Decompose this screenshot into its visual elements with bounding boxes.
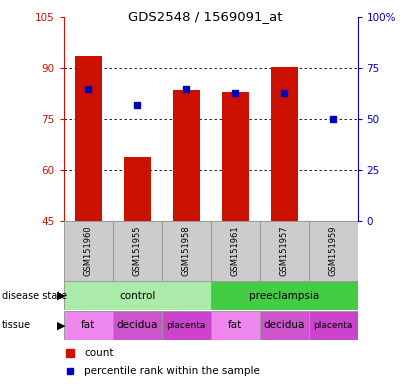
- Bar: [64, 221, 113, 281]
- Text: decidua: decidua: [116, 320, 158, 331]
- Text: GSM151957: GSM151957: [279, 226, 289, 276]
- Text: placenta: placenta: [166, 321, 206, 330]
- Text: GSM151955: GSM151955: [133, 226, 142, 276]
- Bar: [113, 221, 162, 281]
- Bar: [113, 311, 162, 340]
- Bar: [75, 56, 102, 221]
- Bar: [162, 221, 211, 281]
- Text: disease state: disease state: [2, 291, 67, 301]
- Bar: [309, 311, 358, 340]
- Text: GDS2548 / 1569091_at: GDS2548 / 1569091_at: [128, 10, 283, 23]
- Text: ▶: ▶: [57, 320, 65, 331]
- Text: percentile rank within the sample: percentile rank within the sample: [84, 366, 260, 376]
- Bar: [210, 281, 358, 310]
- Bar: [210, 311, 260, 340]
- Bar: [320, 220, 346, 221]
- Bar: [162, 311, 211, 340]
- Bar: [309, 221, 358, 281]
- Text: placenta: placenta: [314, 321, 353, 330]
- Text: preeclampsia: preeclampsia: [249, 291, 319, 301]
- Text: GSM151959: GSM151959: [328, 226, 337, 276]
- Bar: [270, 66, 298, 221]
- Bar: [222, 92, 249, 221]
- Text: GSM151958: GSM151958: [182, 226, 191, 276]
- Bar: [260, 311, 309, 340]
- Bar: [64, 281, 210, 310]
- Bar: [124, 157, 151, 221]
- Bar: [173, 90, 200, 221]
- Text: count: count: [84, 348, 114, 358]
- Bar: [210, 221, 260, 281]
- Text: GSM151960: GSM151960: [84, 226, 93, 276]
- Bar: [260, 221, 309, 281]
- Text: fat: fat: [228, 320, 242, 331]
- Text: fat: fat: [81, 320, 95, 331]
- Text: GSM151961: GSM151961: [231, 226, 240, 276]
- Text: decidua: decidua: [263, 320, 305, 331]
- Bar: [64, 311, 113, 340]
- Text: tissue: tissue: [2, 320, 31, 331]
- Text: ▶: ▶: [57, 291, 65, 301]
- Text: control: control: [119, 291, 155, 301]
